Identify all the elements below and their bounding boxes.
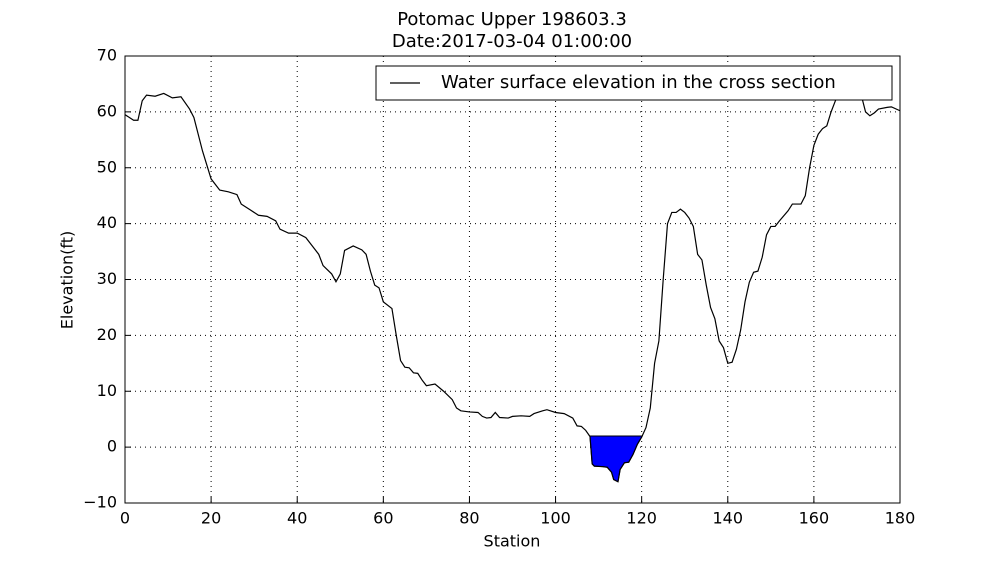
plot-frame — [124, 55, 901, 504]
x-tick-label: 80 — [459, 509, 479, 528]
y-tick-label: 20 — [97, 325, 117, 344]
y-tick-label: 40 — [97, 213, 117, 232]
x-tick-label: 160 — [799, 509, 830, 528]
y-tick-label: 70 — [97, 46, 117, 65]
x-tick-label: 180 — [885, 509, 916, 528]
chart-title: Potomac Upper 198603.3 — [397, 9, 627, 30]
y-tick-label: 30 — [97, 269, 117, 288]
y-tick-label: −10 — [83, 493, 117, 512]
x-tick-label: 20 — [201, 509, 221, 528]
y-axis-label: Elevation(ft) — [58, 231, 77, 329]
legend-label: Water surface elevation in the cross sec… — [441, 72, 836, 93]
y-tick-label: 0 — [107, 437, 117, 456]
x-tick-label: 60 — [373, 509, 393, 528]
x-tick-label: 100 — [540, 509, 571, 528]
x-tick-label: 40 — [287, 509, 307, 528]
x-axis-label: Station — [484, 532, 541, 551]
y-tick-label: 60 — [97, 101, 117, 120]
x-tick-label: 120 — [626, 509, 657, 528]
legend-box — [375, 65, 893, 101]
y-tick-label: 50 — [97, 157, 117, 176]
x-tick-label: 140 — [713, 509, 744, 528]
x-tick-label: 0 — [120, 509, 130, 528]
water-area — [588, 435, 643, 483]
y-tick-label: 10 — [97, 381, 117, 400]
chart-subtitle: Date:2017-03-04 01:00:00 — [392, 31, 632, 52]
ground-profile — [124, 82, 901, 483]
